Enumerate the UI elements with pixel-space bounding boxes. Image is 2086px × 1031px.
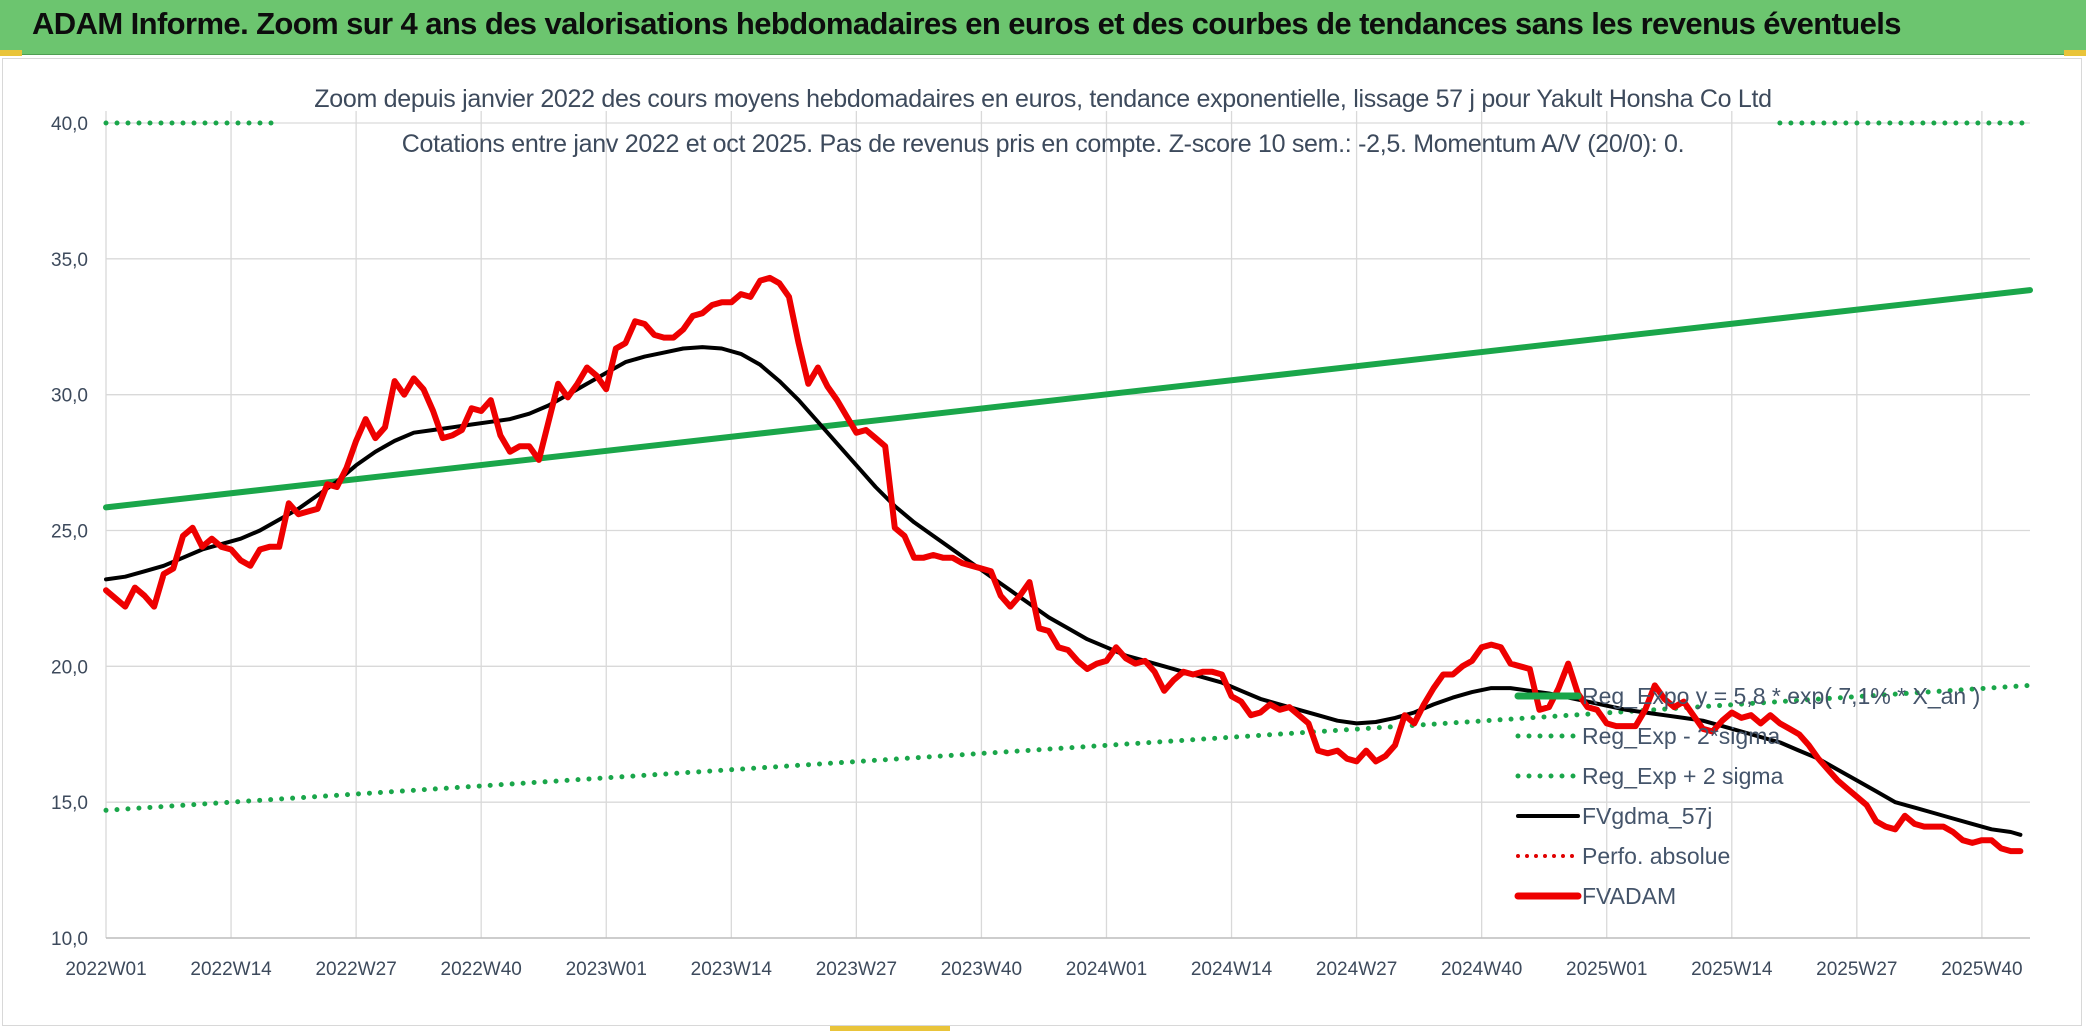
series-fvgdma-57j bbox=[104, 345, 2023, 837]
y-tick-label: 20,0 bbox=[51, 657, 88, 678]
chart-title-line-2: Cotations entre janv 2022 et oct 2025. P… bbox=[402, 130, 1685, 158]
x-tick-label: 2025W27 bbox=[1816, 959, 1897, 980]
y-tick-label: 35,0 bbox=[51, 250, 88, 271]
x-tick-label: 2024W40 bbox=[1441, 959, 1522, 980]
x-tick-label: 2023W01 bbox=[566, 959, 647, 980]
legend-label-fvgdma: FVgdma_57j bbox=[1582, 803, 1712, 829]
y-tick-label: 10,0 bbox=[51, 929, 88, 950]
x-tick-label: 2025W40 bbox=[1941, 959, 2022, 980]
x-tick-label: 2023W14 bbox=[691, 959, 773, 980]
x-axis-ticks: 2022W01 2022W14 2022W27 2022W40 2023W01 2023W… bbox=[65, 959, 2022, 980]
x-tick-label: 2023W40 bbox=[941, 959, 1022, 980]
x-tick-label: 2024W01 bbox=[1066, 959, 1147, 980]
x-tick-label: 2024W27 bbox=[1316, 959, 1397, 980]
x-tick-label: 2024W14 bbox=[1191, 959, 1273, 980]
chart-title-line-1: Zoom depuis janvier 2022 des cours moyen… bbox=[314, 85, 1771, 113]
x-tick-label: 2022W01 bbox=[65, 959, 146, 980]
chart-series bbox=[103, 120, 2033, 855]
chart-legend: Reg_Expo y = 5,8 * exp( 7,1% * X_an ) Reg… bbox=[1514, 683, 1980, 909]
x-tick-label: 2022W40 bbox=[441, 959, 522, 980]
legend-label-reg_expo: Reg_Expo y = 5,8 * exp( 7,1% * X_an ) bbox=[1582, 683, 1980, 709]
y-tick-label: 30,0 bbox=[51, 386, 88, 407]
report-banner: ADAM Informe. Zoom sur 4 ans des valoris… bbox=[0, 0, 2086, 56]
legend-label-fvadam: FVADAM bbox=[1582, 883, 1676, 909]
banner-corner-left bbox=[0, 50, 22, 56]
x-tick-label: 2025W01 bbox=[1566, 959, 1647, 980]
banner-corner-right bbox=[2064, 50, 2086, 56]
x-tick-label: 2025W14 bbox=[1691, 959, 1773, 980]
chart-grid bbox=[105, 111, 2030, 939]
y-tick-label: 25,0 bbox=[51, 522, 88, 543]
x-tick-label: 2023W27 bbox=[816, 959, 897, 980]
series-reg-exp-minus-2sigma bbox=[103, 682, 2033, 813]
legend-label-perfo: Perfo. absolue bbox=[1582, 843, 1730, 869]
series-reg-expo bbox=[103, 287, 2033, 511]
y-tick-label: 15,0 bbox=[51, 793, 88, 814]
legend-label-reg_minus: Reg_Exp - 2*sigma bbox=[1582, 723, 1780, 749]
x-tick-label: 2022W27 bbox=[315, 959, 396, 980]
y-tick-label: 40,0 bbox=[51, 114, 88, 135]
chart-bottom-marker bbox=[830, 1026, 950, 1031]
legend-label-reg_plus: Reg_Exp + 2 sigma bbox=[1582, 763, 1784, 789]
report-title: ADAM Informe. Zoom sur 4 ans des valoris… bbox=[32, 6, 1902, 41]
series-fvadam bbox=[103, 274, 2024, 855]
chart-frame bbox=[2, 58, 2082, 1026]
x-tick-label: 2022W14 bbox=[190, 959, 272, 980]
y-axis-ticks: 10,0 15,0 20,0 25,0 30,0 35,0 40,0 bbox=[51, 114, 88, 950]
